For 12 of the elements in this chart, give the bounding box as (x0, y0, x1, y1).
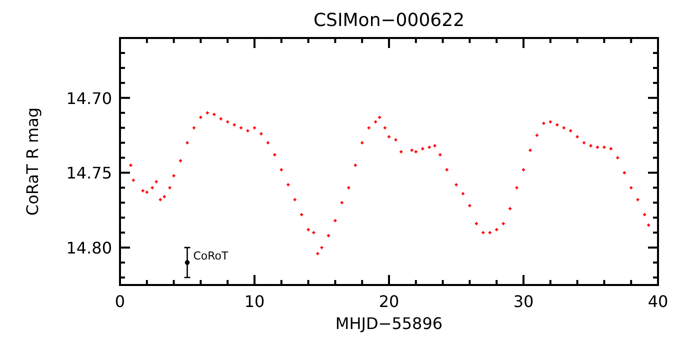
y-tick-label: 14.80 (66, 238, 112, 258)
x-tick-label: 30 (513, 292, 534, 311)
x-tick-label: 20 (378, 292, 400, 311)
y-tick-label: 14.75 (66, 164, 112, 183)
x-axis-title: MHJD−55896 (335, 314, 443, 333)
y-axis-title: CoRaT R mag (23, 107, 42, 216)
series-label: CoRoT (193, 250, 229, 263)
x-tick-label: 10 (244, 292, 265, 311)
x-tick-label: 40 (648, 292, 668, 311)
y-tick-label: 14.70 (66, 88, 112, 108)
chart-title: CSIMon−000622 (313, 10, 465, 31)
x-tick-label: 0 (114, 292, 126, 311)
